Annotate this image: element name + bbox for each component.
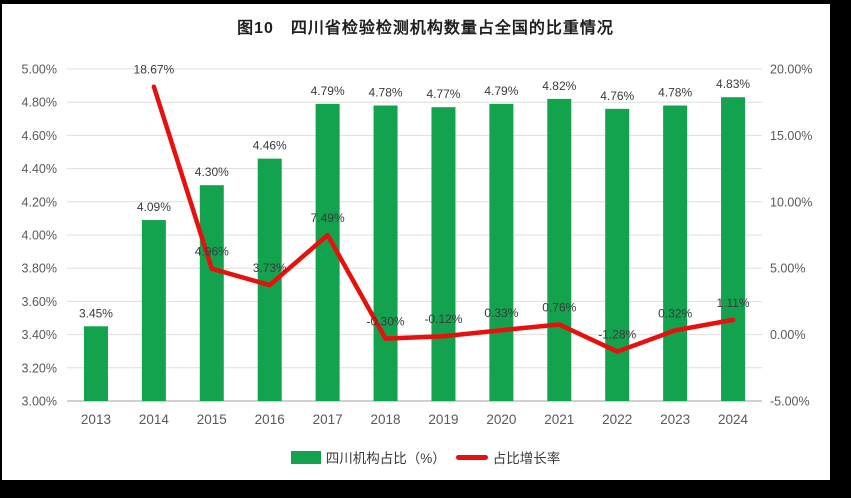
x-axis-label: 2017 — [313, 412, 343, 427]
left-axis-tick-label: 3.00% — [22, 395, 57, 409]
bar-label: 4.79% — [484, 84, 518, 98]
line-label: 1.11% — [716, 296, 749, 310]
left-axis-tick-label: 4.80% — [22, 96, 57, 110]
bar-2013 — [83, 326, 108, 401]
line-label: -1.28% — [598, 328, 636, 342]
x-axis-label: 2018 — [371, 412, 401, 427]
line-label: 0.76% — [542, 301, 576, 315]
line-series-swatch-icon — [455, 454, 488, 460]
legend-item-bar-series: 四川机构占比（%） — [290, 447, 446, 467]
legend: 四川机构占比（%） 占比增长率 — [0, 447, 851, 467]
line-label: -0.30% — [367, 315, 405, 329]
left-axis-tick-label: 3.80% — [22, 262, 57, 276]
bar-2015 — [199, 185, 224, 401]
bar-label: 4.82% — [542, 79, 576, 93]
x-axis-label: 2016 — [255, 412, 285, 427]
bar-2021 — [547, 98, 572, 401]
line-label: 0.32% — [658, 306, 692, 320]
legend-label-bar-series: 四川机构占比（%） — [325, 451, 446, 466]
growth-rate-line — [151, 84, 736, 354]
left-axis-tick-label: 3.60% — [22, 295, 57, 309]
left-axis-tick-label: 4.20% — [22, 195, 57, 209]
bar-label: 4.30% — [195, 165, 229, 179]
x-axis-label: 2024 — [718, 412, 749, 427]
legend-label-line-series: 占比增长率 — [492, 451, 561, 466]
bar-label: 4.78% — [369, 86, 403, 100]
bar-2018 — [373, 105, 398, 402]
left-axis-tick-label: 5.00% — [22, 63, 57, 77]
right-axis-tick-label: -5.00% — [770, 395, 810, 409]
bar-label: 4.79% — [311, 84, 345, 98]
bar-label: 4.76% — [600, 89, 634, 103]
line-label: 0.33% — [484, 306, 518, 320]
left-axis-tick-label: 4.60% — [22, 129, 57, 143]
line-label: 4.96% — [195, 245, 229, 259]
bar-2023 — [663, 105, 688, 402]
bar-2020 — [489, 103, 514, 402]
left-axis-tick-label: 3.40% — [22, 328, 57, 342]
legend-item-line-series: 占比增长率 — [455, 447, 561, 467]
bar-label: 4.46% — [253, 139, 287, 153]
right-axis-tick-label: 0.00% — [770, 328, 805, 342]
right-axis-tick-label: 10.00% — [770, 195, 812, 209]
line-label: 7.49% — [311, 211, 345, 225]
left-axis-tick-label: 4.00% — [22, 229, 57, 243]
bar-label: 4.78% — [658, 86, 692, 100]
x-axis-label: 2020 — [486, 412, 516, 427]
bar-label: 4.09% — [137, 200, 171, 214]
bar-2024 — [721, 97, 746, 401]
bar-2014 — [141, 220, 166, 401]
left-axis-tick-label: 4.40% — [22, 162, 57, 176]
right-axis-tick-label: 5.00% — [770, 262, 805, 276]
bar-series-swatch-icon — [290, 450, 321, 464]
right-axis-tick-label: 20.00% — [770, 63, 812, 77]
right-axis-tick-label: 15.00% — [770, 129, 812, 143]
bar-2019 — [431, 107, 456, 402]
bar-label: 3.45% — [79, 306, 113, 320]
left-axis-tick-label: 3.20% — [22, 361, 57, 375]
x-axis-label: 2013 — [81, 412, 111, 427]
x-axis-label: 2023 — [660, 412, 690, 427]
chart-title: 图10 四川省检验检测机构数量占全国的比重情况 — [237, 20, 614, 37]
line-label: 3.73% — [253, 261, 287, 275]
x-axis-label: 2015 — [197, 412, 227, 427]
line-label: 18.67% — [134, 63, 175, 77]
line-label: -0.12% — [424, 312, 462, 326]
bar-label: 4.83% — [716, 77, 750, 91]
bar-2022 — [605, 108, 630, 401]
x-axis-label: 2014 — [139, 412, 170, 427]
x-axis-label: 2022 — [602, 412, 632, 427]
x-axis-label: 2019 — [428, 412, 458, 427]
bar-label: 4.77% — [426, 87, 460, 101]
x-axis-label: 2021 — [544, 412, 574, 427]
